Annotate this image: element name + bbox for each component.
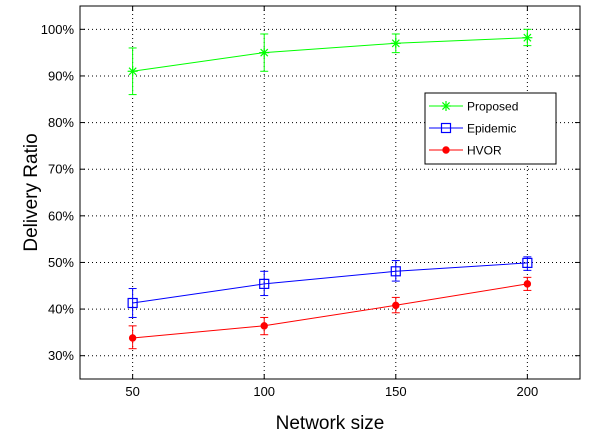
x-tick-label: 50	[125, 384, 139, 399]
series-group	[127, 28, 533, 350]
data-point	[392, 301, 400, 310]
marker-stroke	[260, 48, 269, 57]
series-proposed	[127, 28, 533, 96]
x-axis-title: Network size	[276, 413, 385, 434]
y-tick-label: 40%	[48, 302, 74, 317]
data-point	[390, 38, 401, 49]
data-point	[522, 257, 533, 269]
x-tick-label: 150	[385, 384, 407, 399]
series-hvor	[128, 276, 532, 350]
series-epidemic	[127, 256, 533, 318]
data-point	[522, 32, 533, 43]
data-point	[523, 280, 532, 288]
y-tick-label: 80%	[48, 115, 74, 130]
legend: Proposed Epidemic HVOR	[424, 92, 557, 165]
data-point	[259, 47, 270, 58]
error-bar	[523, 256, 532, 271]
marker-stroke	[391, 39, 400, 48]
x-tick-label: 200	[517, 384, 539, 399]
plot-border	[79, 5, 581, 380]
legend-item-proposed: Proposed	[429, 100, 518, 114]
legend-marker	[442, 146, 450, 154]
legend-label: HVOR	[467, 144, 502, 158]
y-tick-label: 60%	[48, 208, 74, 223]
data-point	[260, 322, 268, 330]
y-tick-label: 100%	[41, 22, 75, 37]
error-bar	[128, 288, 137, 318]
legend-item-hvor: HVOR	[429, 144, 502, 158]
x-tick-label: 100	[253, 384, 275, 399]
data-point	[259, 278, 270, 289]
y-tick-label: 70%	[48, 162, 74, 177]
plot-area	[80, 6, 580, 379]
data-point	[127, 66, 138, 77]
y-tick-label: 50%	[48, 255, 74, 270]
axis-ticks: 50 100 150 200 30% 40% 50% 60% 70% 80% 90% 100%	[41, 6, 580, 399]
data-point	[127, 297, 138, 309]
y-tick-label: 90%	[48, 68, 74, 83]
legend-item-epidemic: Epidemic	[429, 122, 516, 136]
legend-marker	[441, 101, 451, 111]
data-point	[390, 266, 401, 277]
legend-label: Epidemic	[467, 122, 516, 136]
marker-stroke	[441, 101, 451, 111]
legend-marker	[440, 122, 452, 134]
axes-frame	[79, 5, 581, 380]
legend-label: Proposed	[467, 100, 518, 114]
marker-stroke	[128, 67, 137, 76]
y-tick-label: 30%	[48, 348, 74, 363]
series-line-epidemic	[132, 262, 528, 304]
series-line-hvor	[132, 283, 528, 339]
data-point	[128, 334, 137, 342]
series-line-proposed	[132, 37, 528, 72]
y-axis-title: Delivery Ratio	[21, 133, 42, 251]
marker-stroke	[523, 33, 532, 42]
error-bar	[260, 270, 269, 297]
error-bar	[391, 260, 400, 282]
